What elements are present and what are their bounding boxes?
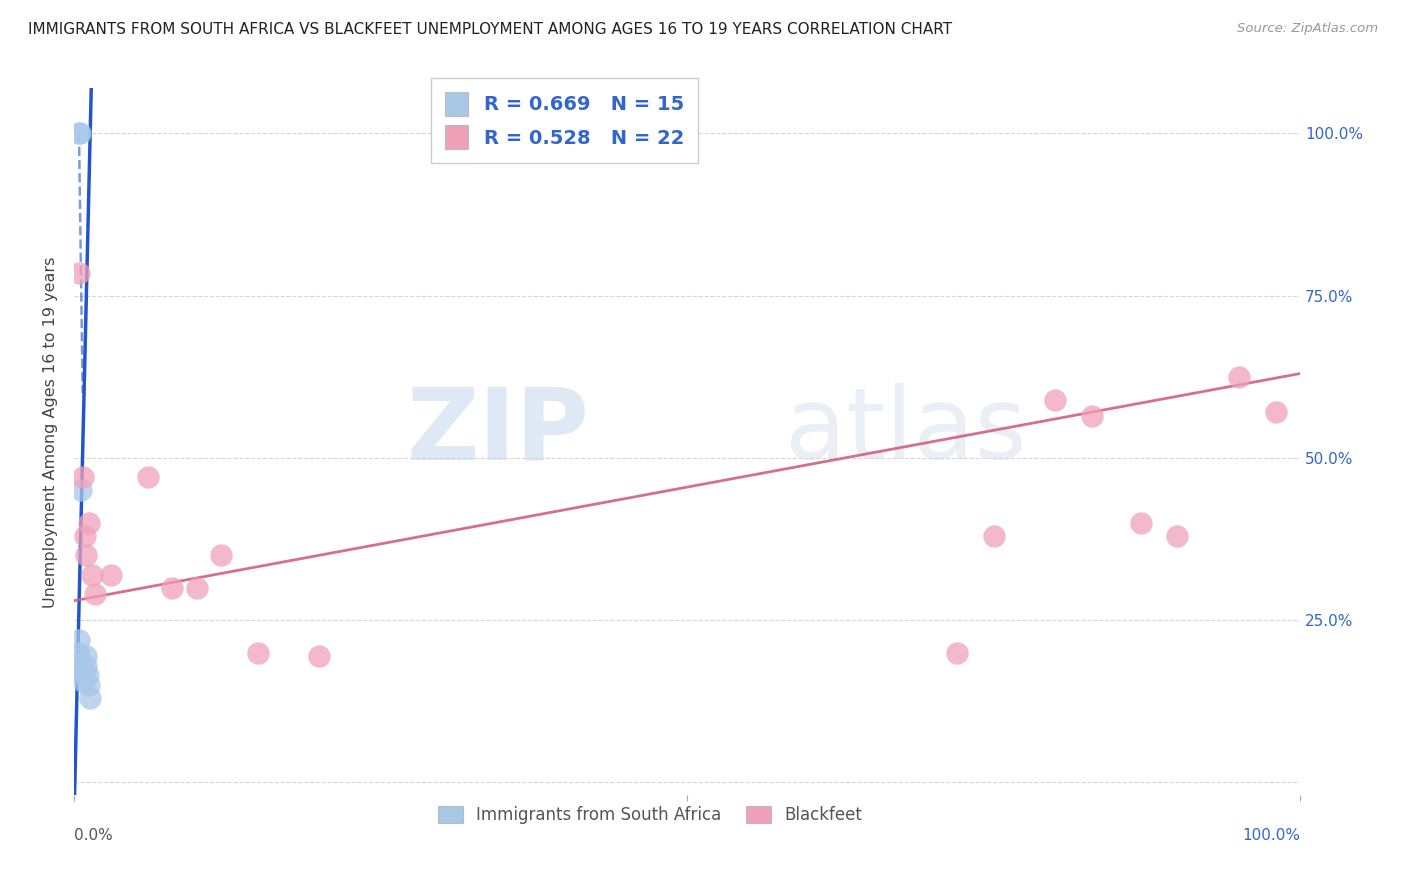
Text: Source: ZipAtlas.com: Source: ZipAtlas.com bbox=[1237, 22, 1378, 36]
Point bbox=[1227, 369, 1250, 384]
Point bbox=[75, 665, 97, 679]
Point bbox=[70, 483, 93, 498]
Point bbox=[100, 567, 122, 582]
Text: 0.0%: 0.0% bbox=[75, 828, 112, 843]
Point bbox=[70, 662, 93, 676]
Point bbox=[73, 674, 96, 689]
Point bbox=[67, 632, 90, 647]
Point bbox=[1166, 529, 1188, 543]
Point bbox=[136, 470, 159, 484]
Point bbox=[1043, 392, 1066, 407]
Point bbox=[72, 470, 94, 484]
Point bbox=[160, 581, 183, 595]
Point bbox=[72, 668, 94, 682]
Y-axis label: Unemployment Among Ages 16 to 19 years: Unemployment Among Ages 16 to 19 years bbox=[44, 256, 58, 607]
Point bbox=[75, 658, 97, 673]
Point bbox=[1129, 516, 1152, 530]
Point bbox=[67, 127, 90, 141]
Point bbox=[84, 587, 107, 601]
Text: atlas: atlas bbox=[785, 384, 1026, 481]
Point bbox=[79, 691, 101, 706]
Point bbox=[945, 646, 967, 660]
Point bbox=[77, 516, 100, 530]
Text: IMMIGRANTS FROM SOUTH AFRICA VS BLACKFEET UNEMPLOYMENT AMONG AGES 16 TO 19 YEARS: IMMIGRANTS FROM SOUTH AFRICA VS BLACKFEE… bbox=[28, 22, 952, 37]
Point bbox=[308, 648, 330, 663]
Point bbox=[75, 529, 97, 543]
Text: ZIP: ZIP bbox=[406, 384, 589, 481]
Point bbox=[69, 656, 91, 670]
Point bbox=[75, 648, 97, 663]
Point bbox=[1264, 405, 1286, 419]
Point bbox=[1080, 409, 1102, 423]
Point bbox=[76, 668, 98, 682]
Point bbox=[75, 549, 97, 563]
Point bbox=[209, 549, 232, 563]
Point bbox=[77, 678, 100, 692]
Point bbox=[82, 567, 104, 582]
Point bbox=[67, 646, 90, 660]
Point bbox=[246, 646, 269, 660]
Point bbox=[186, 581, 208, 595]
Point bbox=[983, 529, 1005, 543]
Text: 100.0%: 100.0% bbox=[1241, 828, 1301, 843]
Legend: Immigrants from South Africa, Blackfeet: Immigrants from South Africa, Blackfeet bbox=[432, 799, 869, 830]
Point bbox=[69, 127, 91, 141]
Point bbox=[67, 266, 90, 280]
